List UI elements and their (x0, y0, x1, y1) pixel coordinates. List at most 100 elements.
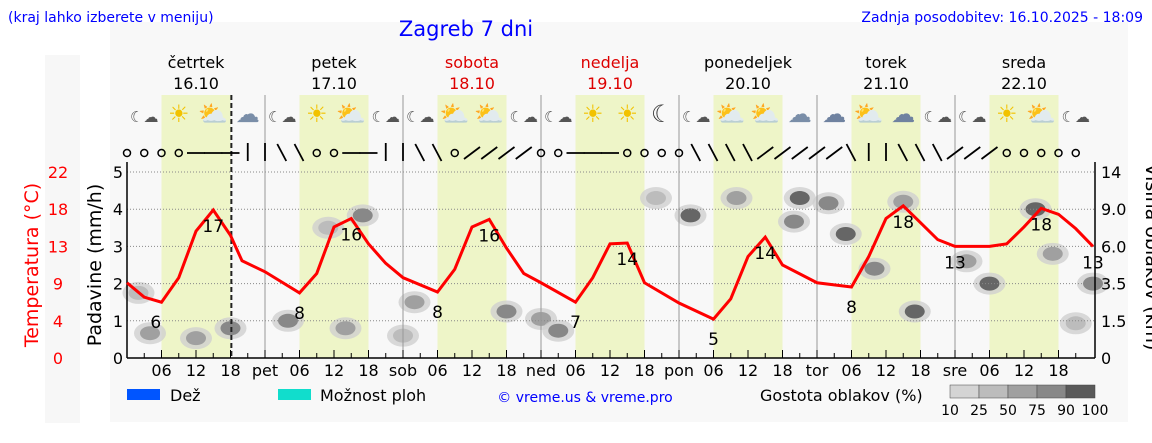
temperature-tick: 4 (53, 312, 63, 331)
left-axis-strip (45, 55, 80, 423)
wind-barb-icon (724, 143, 736, 162)
precipitation-tick: 5 (113, 163, 123, 182)
day-name: petek (311, 53, 357, 72)
wind-barb-icon (946, 146, 964, 160)
wind-calm-icon (1019, 148, 1029, 158)
wind-calm-icon (450, 148, 459, 158)
cloud-patch (278, 313, 298, 328)
sun-cloud-icon: ⛅ (750, 100, 780, 128)
density-scale-label: 10 (941, 403, 959, 419)
wind-barb-icon (897, 143, 909, 162)
moon-cloud-icon: ☾☁ (130, 108, 158, 126)
sun-cloud-icon: ⛅ (716, 100, 746, 128)
temperature-label: 18 (1030, 215, 1052, 235)
wind-calm-icon (674, 148, 684, 158)
x-tick-label: 18 (358, 361, 378, 380)
wind-calm-icon (536, 148, 546, 158)
cloud-patch (835, 227, 856, 241)
moon-cloud-icon: ☾☁ (682, 108, 710, 126)
cloud-patch (726, 191, 747, 206)
precipitation-axis-label: Padavine (mm/h) (84, 184, 106, 347)
x-tick-label: 06 (703, 361, 723, 380)
temperature-label: 13 (1082, 253, 1104, 273)
temperature-tick: 0 (53, 349, 63, 368)
cloud-patch (864, 261, 885, 276)
page-title: Zagreb 7 dni (399, 17, 533, 41)
wind-barb-icon (845, 143, 857, 162)
cloud-patch (352, 208, 373, 223)
cloud-patch (1025, 202, 1046, 217)
rain-legend-swatch (127, 389, 160, 400)
temperature-label: 5 (708, 330, 719, 350)
x-tick-label: sob (389, 361, 417, 380)
temperature-label: 7 (570, 313, 581, 333)
precipitation-tick: 2 (113, 275, 123, 294)
wind-barb-icon (742, 143, 753, 162)
day-name: ponedeljek (704, 53, 793, 72)
x-tick-label: 18 (496, 361, 516, 380)
x-tick-label: 12 (738, 361, 758, 380)
location-hint-link[interactable]: (kraj lahko izberete v meniju) (8, 10, 214, 26)
daylight-band (713, 95, 783, 358)
sun-icon: ☀ (582, 100, 604, 128)
wind-barb-icon (980, 146, 999, 160)
moon-cloud-icon: ☾☁ (924, 108, 952, 126)
day-date: 21.10 (863, 74, 909, 93)
temperature-label: 8 (432, 303, 443, 323)
x-tick-label: 12 (876, 361, 896, 380)
moon-cloud-icon: ☾☁ (544, 108, 572, 126)
cloud-patch (680, 208, 701, 223)
wind-calm-icon (1054, 148, 1063, 158)
wind-calm-icon (1002, 148, 1011, 158)
wind-calm-icon (122, 148, 132, 158)
cloud-patch (979, 276, 1000, 291)
temperature-line (126, 203, 1095, 321)
cloud-icon: ☁ (236, 100, 260, 128)
wind-barb-icon (963, 146, 981, 160)
wind-barb-icon (276, 143, 288, 162)
day-date: 16.10 (173, 74, 219, 93)
clouds-icon: ☁ (822, 100, 846, 128)
moon-cloud-icon: ☾☁ (268, 108, 296, 126)
cloud-height-tick: 14 (1101, 163, 1121, 182)
x-tick-label: 18 (910, 361, 930, 380)
moon-icon: ☾ (651, 100, 673, 128)
wind-calm-icon (1071, 148, 1080, 158)
precipitation-tick: 3 (113, 237, 123, 256)
precipitation-tick: 1 (113, 312, 123, 331)
cloud-patch (1065, 316, 1086, 331)
sun-cloud-icon: ⛅ (854, 100, 884, 128)
temperature-label: 8 (846, 298, 857, 318)
daylight-band (161, 95, 231, 358)
cloud-patch (548, 323, 569, 338)
showers-legend-swatch (278, 389, 311, 400)
temperature-axis-label: Temperatura (°C) (21, 183, 43, 348)
cloud-height-tick: 6.0 (1101, 237, 1126, 256)
wind-calm-icon (657, 148, 666, 158)
wind-calm-icon (1037, 148, 1046, 158)
credit-link[interactable]: © vreme.us & vreme.pro (497, 390, 672, 406)
moon-cloud-icon: ☾☁ (406, 108, 434, 126)
cloud-patch (1042, 246, 1063, 261)
cloud-patch (646, 191, 666, 206)
x-tick-label: sre (943, 361, 967, 380)
temperature-label: 14 (616, 250, 638, 270)
wind-barb-icon (690, 143, 702, 162)
showers-legend-label: Možnost ploh (320, 386, 426, 405)
temperature-label: 16 (478, 226, 500, 246)
day-date: 17.10 (311, 74, 357, 93)
sun-cloud-icon: ⛅ (474, 100, 504, 128)
sun-icon: ☀ (168, 100, 190, 128)
x-tick-label: 06 (841, 361, 861, 380)
rain-legend-label: Dež (170, 386, 201, 405)
moon-cloud-icon: ☾☁ (1062, 108, 1090, 126)
x-tick-label: 12 (324, 361, 344, 380)
sun-cloud-icon: ⛅ (198, 100, 228, 128)
cloud-patch (789, 191, 810, 206)
day-name: nedelja (581, 53, 640, 72)
wind-barb-icon (791, 146, 809, 160)
density-scale-label: 50 (999, 403, 1017, 419)
day-date: 18.10 (449, 74, 495, 93)
day-date: 22.10 (1001, 74, 1047, 93)
